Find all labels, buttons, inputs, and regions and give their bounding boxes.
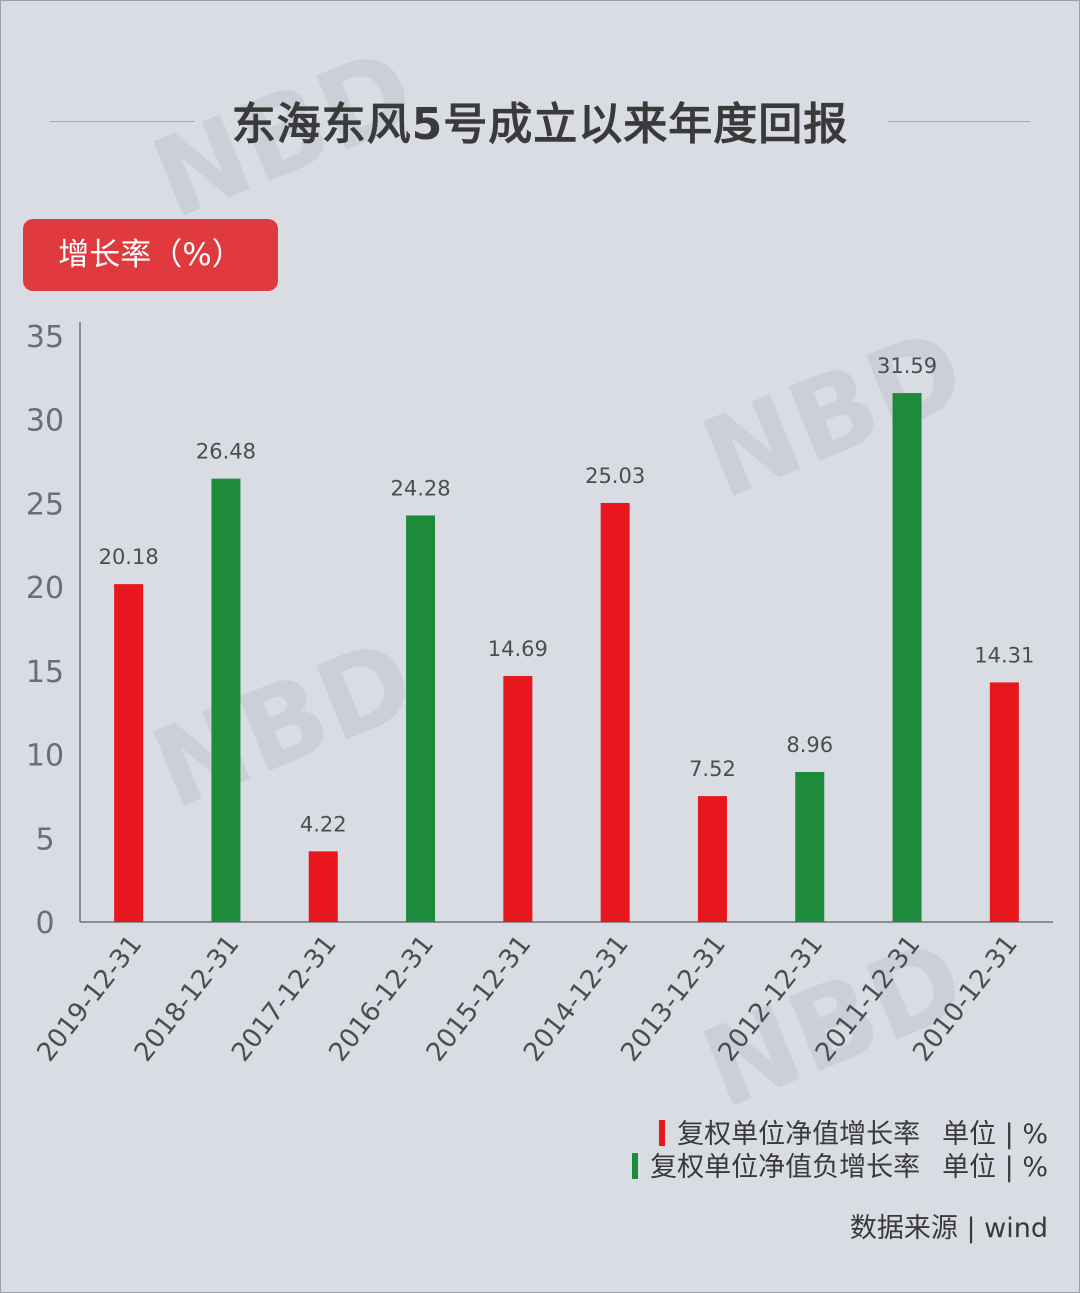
bar-value-label: 24.28 [390, 476, 450, 500]
bar-value-label: 20.18 [99, 545, 159, 569]
y-tick-label: 15 [26, 655, 64, 690]
bar-value-label: 25.03 [585, 464, 645, 488]
bar-value-label: 31.59 [877, 354, 937, 378]
bar-value-label: 4.22 [300, 812, 347, 836]
legend-swatch-red [659, 1120, 666, 1146]
bar [989, 682, 1019, 922]
y-tick-label: 30 [26, 404, 64, 439]
bar [697, 796, 727, 922]
legend-unit: 单位 | % [942, 1152, 1048, 1183]
bar [892, 393, 922, 922]
bar [114, 584, 144, 922]
bar-value-label: 14.31 [974, 643, 1034, 667]
legend-label: 复权单位净值负增长率 [650, 1152, 921, 1183]
y-tick-label: 5 [35, 822, 54, 857]
legend-unit: 单位 | % [942, 1119, 1048, 1150]
y-tick-label: 10 [26, 739, 64, 774]
bar-chart: 0510152025303520.182019-12-3126.482018-1… [26, 320, 1053, 1067]
legend-item-negative: 复权单位净值负增长率 单位 | % [632, 1145, 1048, 1184]
bar [308, 851, 338, 922]
y-tick-label: 35 [26, 320, 64, 355]
chart-title: 东海东风5号成立以来年度回报 [231, 99, 849, 150]
unit-badge: 增长率（%） [23, 219, 278, 291]
bar-value-label: 26.48 [196, 440, 256, 464]
bar [211, 478, 241, 922]
bar [795, 771, 825, 922]
bar-value-label: 7.52 [689, 757, 736, 781]
y-tick-label: 0 [35, 906, 54, 941]
y-tick-label: 20 [26, 571, 64, 606]
legend-label: 复权单位净值增长率 [677, 1119, 921, 1150]
legend-item-positive: 复权单位净值增长率 单位 | % [659, 1112, 1048, 1151]
bar [406, 515, 436, 922]
bar [600, 502, 630, 922]
y-tick-label: 25 [26, 487, 64, 522]
bar-value-label: 14.69 [488, 637, 548, 661]
data-source: 数据来源 | wind [849, 1213, 1048, 1244]
bar [503, 676, 533, 922]
legend-swatch-green [632, 1153, 639, 1179]
bar-value-label: 8.96 [786, 733, 833, 757]
title-rule-left [50, 121, 195, 122]
title-rule-right [888, 121, 1030, 122]
